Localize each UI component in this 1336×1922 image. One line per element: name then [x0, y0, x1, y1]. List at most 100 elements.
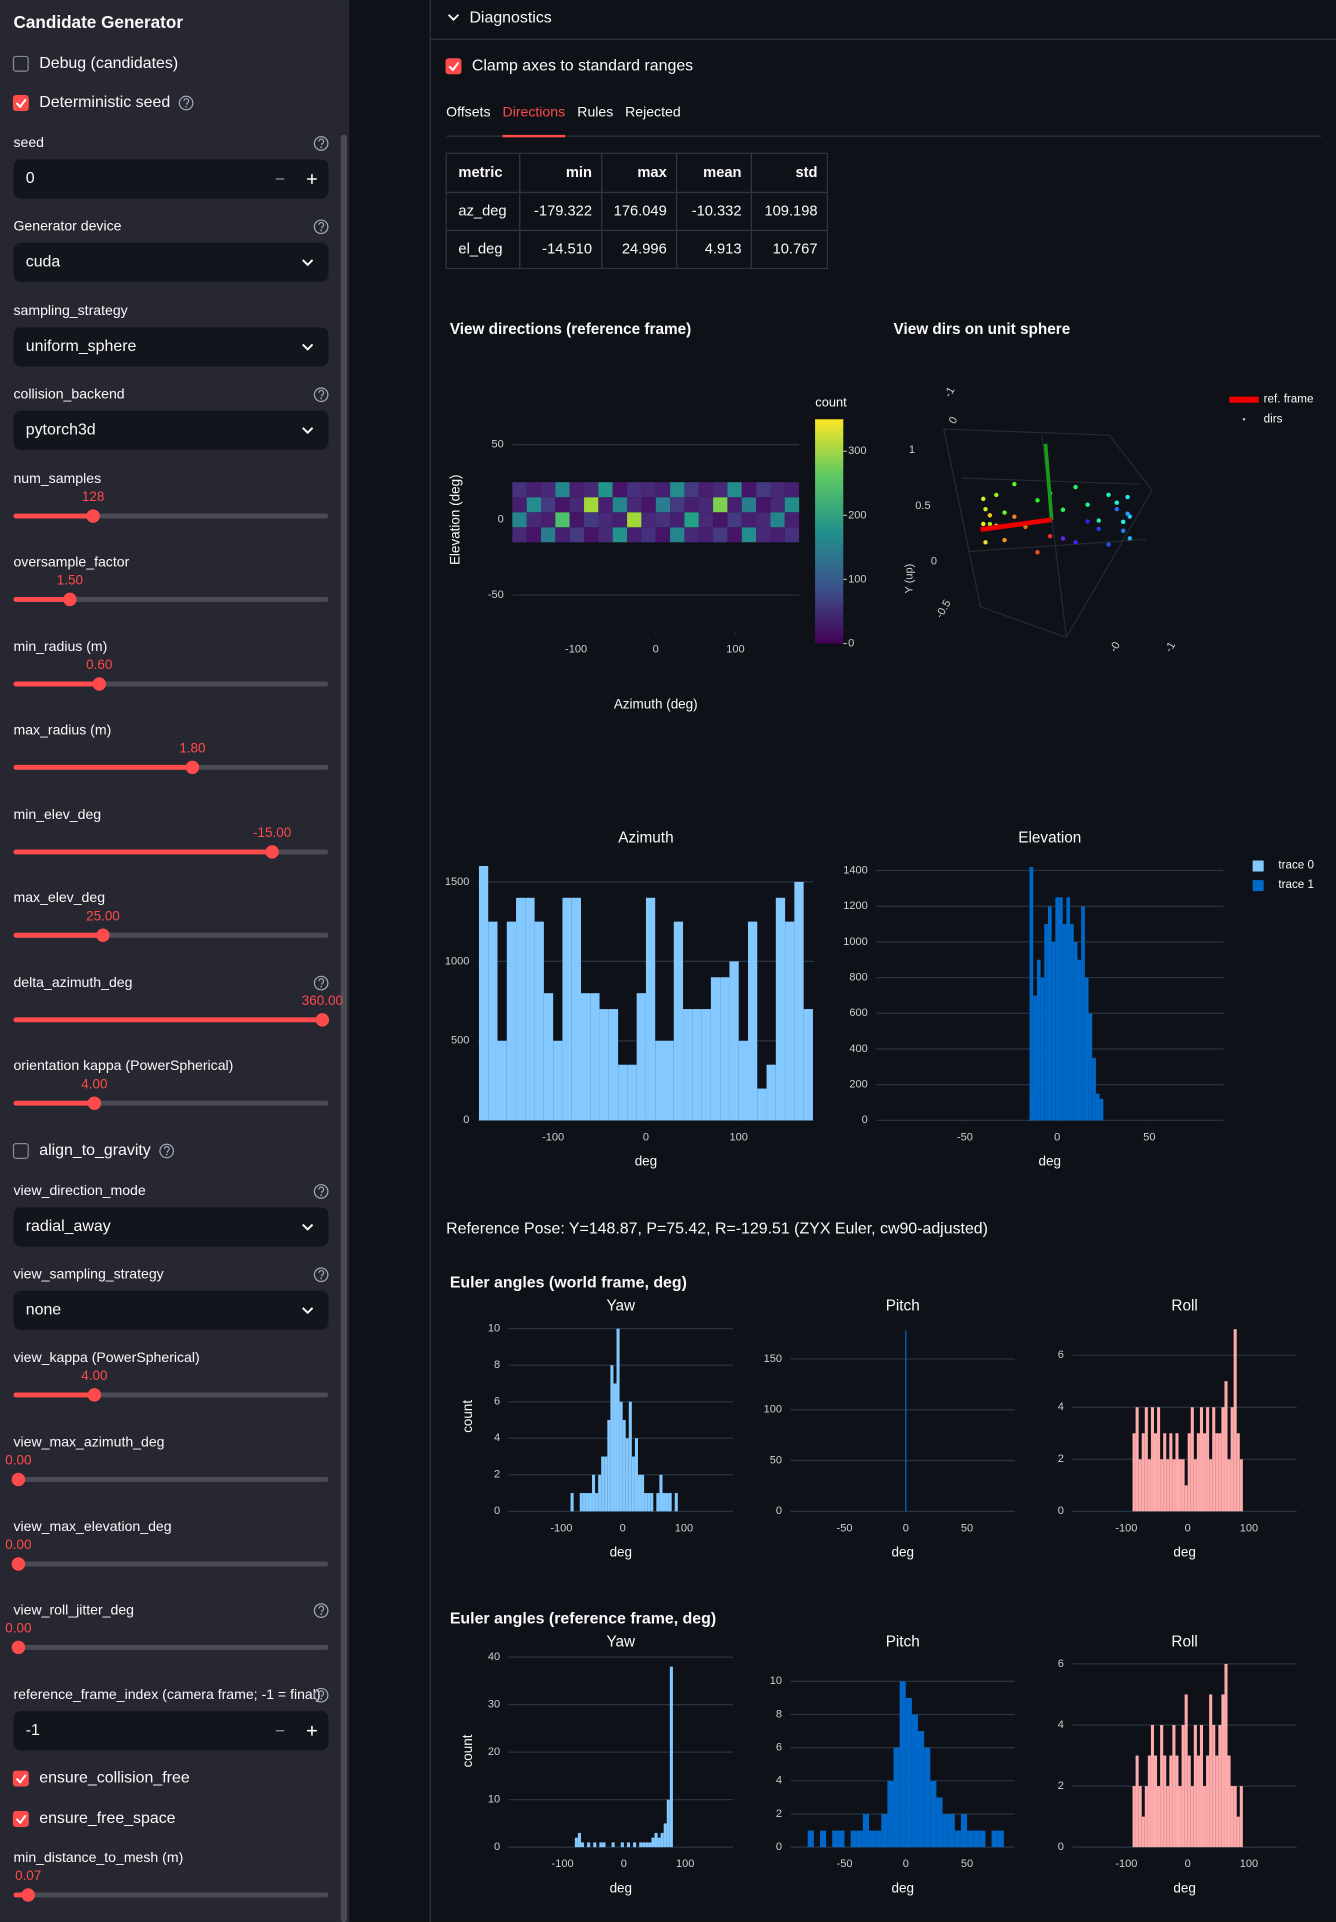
slider-thumb[interactable] [11, 1640, 26, 1655]
dropdown-chevron[interactable] [302, 1223, 314, 1231]
help-icon[interactable] [313, 387, 329, 403]
number-input[interactable] [13, 1711, 329, 1751]
checkbox-label[interactable]: ensure_collision_free [39, 1770, 190, 1787]
checkbox-label[interactable]: Clamp axes to standard ranges [472, 57, 693, 74]
tab[interactable]: Directions [503, 104, 566, 120]
slider-thumb[interactable] [11, 1557, 26, 1571]
slider-thumb[interactable] [87, 1096, 102, 1110]
legend-label: trace 0 [1278, 858, 1314, 871]
slider-thumb[interactable] [11, 1472, 26, 1487]
x-tick-label: -100 [552, 1858, 574, 1870]
dropdown-chevron[interactable] [302, 343, 314, 351]
heatmap-cell [612, 527, 628, 543]
histogram-bar [1221, 1694, 1225, 1848]
heatmap-cell [541, 527, 556, 543]
slider-thumb[interactable] [265, 845, 279, 859]
direction-point [987, 521, 993, 527]
table-cell-text: 4.913 [705, 241, 742, 257]
histogram-bar [1190, 1786, 1194, 1848]
slider-thumb[interactable] [21, 1888, 35, 1902]
dropdown-chevron[interactable] [302, 1307, 314, 1315]
checkbox[interactable] [12, 1770, 29, 1787]
chevron[interactable] [447, 14, 460, 21]
heatmap-cell [670, 527, 685, 543]
histogram-bar [1221, 1407, 1225, 1512]
expander-title[interactable]: Diagnostics [469, 10, 551, 27]
help-icon[interactable] [313, 1687, 329, 1703]
help-icon[interactable] [313, 1267, 329, 1283]
slider-thumb[interactable] [315, 1013, 330, 1027]
heatmap-cell [584, 482, 599, 498]
x-axis-label: deg [610, 1880, 632, 1895]
slider-value: 1.80 [179, 741, 205, 756]
slider-thumb[interactable] [86, 509, 100, 523]
widget-value[interactable]: 0 [26, 170, 35, 187]
widget-value[interactable]: none [26, 1302, 62, 1319]
number-input[interactable] [13, 159, 329, 199]
select-box[interactable] [13, 1290, 329, 1330]
checkbox[interactable] [12, 1143, 29, 1159]
direction-point [1125, 494, 1130, 500]
help-icon[interactable] [313, 136, 329, 151]
table-cell-text: el_deg [458, 241, 502, 257]
table-cell-text: 24.996 [622, 241, 667, 257]
help-icon[interactable] [313, 975, 329, 991]
slider-thumb[interactable] [185, 760, 200, 775]
plus-button[interactable] [307, 174, 317, 184]
heatmap-cell [526, 527, 542, 543]
scrollbar[interactable] [340, 134, 347, 1922]
histogram-bar [674, 1493, 678, 1512]
select-box[interactable] [13, 1207, 329, 1247]
dropdown-chevron[interactable] [302, 259, 314, 267]
widget-value[interactable]: pytorch3d [26, 421, 96, 438]
slider-thumb[interactable] [63, 592, 77, 607]
heatmap-cell [698, 512, 714, 528]
widget-label: view_max_azimuth_deg [13, 1433, 164, 1449]
slider-thumb[interactable] [87, 1388, 102, 1402]
histogram-bar [619, 1401, 623, 1512]
checkbox[interactable] [12, 55, 29, 72]
slider-thumb[interactable] [92, 677, 107, 691]
widget-value[interactable]: radial_away [26, 1218, 111, 1235]
checkbox-label[interactable]: align_to_gravity [39, 1142, 151, 1159]
widget-value[interactable]: cuda [26, 254, 61, 271]
checkbox[interactable] [12, 95, 29, 111]
histogram-bar [599, 1842, 603, 1848]
checkbox-label[interactable]: ensure_free_space [39, 1810, 175, 1827]
histogram-bar [647, 1493, 651, 1512]
checkbox-label[interactable]: Deterministic seed [39, 94, 170, 111]
ref-axis [1043, 443, 1054, 520]
checkbox-label[interactable]: Debug (candidates) [39, 55, 178, 72]
histogram-bar [1206, 1755, 1210, 1848]
select-box[interactable] [13, 410, 329, 450]
help-icon[interactable] [313, 1603, 329, 1618]
slider-track [13, 1892, 329, 1898]
help-icon[interactable] [313, 1184, 329, 1199]
histogram-bar [887, 1780, 894, 1848]
tab[interactable]: Offsets [446, 104, 490, 120]
dropdown-chevron[interactable] [302, 427, 314, 435]
tab[interactable]: Rejected [625, 104, 681, 120]
help-icon[interactable] [159, 1143, 175, 1159]
checkbox[interactable] [445, 58, 462, 75]
histogram-bar [1230, 1407, 1234, 1512]
widget-value[interactable]: -1 [26, 1722, 40, 1739]
y-tick-label: 8 [494, 1359, 500, 1371]
section-title: Euler angles (world frame, deg) [450, 1275, 687, 1292]
help-icon[interactable] [313, 219, 329, 235]
plus-button[interactable] [307, 1725, 317, 1736]
select-box[interactable] [13, 327, 329, 367]
histogram-bar [1193, 1459, 1197, 1512]
tab[interactable]: Rules [577, 104, 613, 120]
histogram-bar [1218, 1724, 1222, 1848]
checkbox[interactable] [12, 1811, 29, 1827]
widget-value[interactable]: uniform_sphere [26, 338, 137, 355]
sidebar-title: Candidate Generator [13, 12, 183, 32]
direction-point [1002, 510, 1007, 515]
colorbar [815, 419, 844, 644]
histogram-bar [1141, 1816, 1145, 1848]
help-icon[interactable] [178, 95, 194, 111]
select-box[interactable] [13, 242, 329, 282]
table-header: std [796, 165, 818, 181]
slider-thumb[interactable] [96, 928, 110, 943]
